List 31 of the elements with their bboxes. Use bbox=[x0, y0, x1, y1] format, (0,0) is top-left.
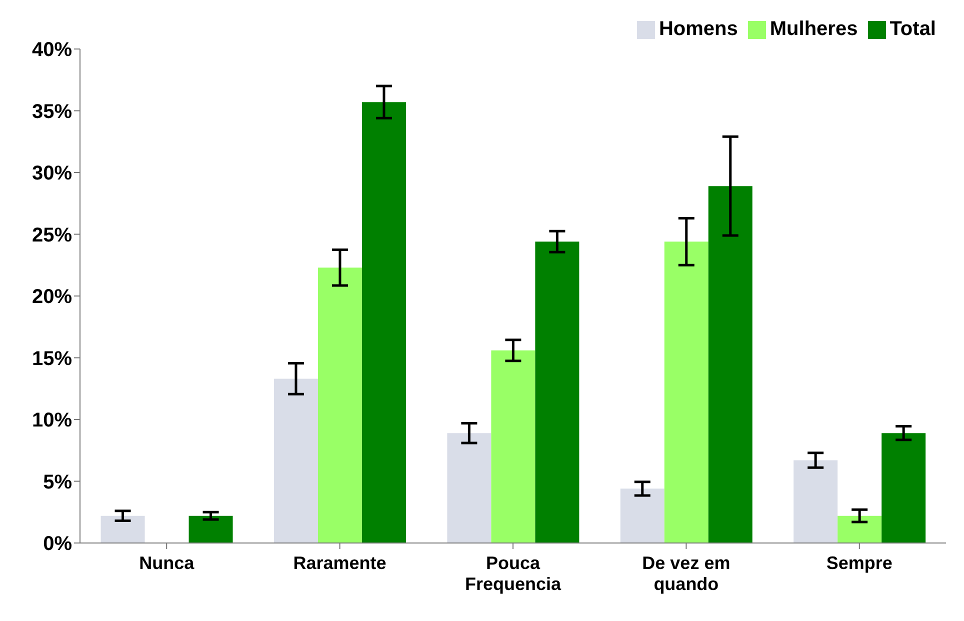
legend-label: Mulheres bbox=[770, 18, 858, 40]
y-tick-label: 10% bbox=[32, 410, 72, 432]
bar bbox=[882, 433, 926, 543]
y-tick-label: 35% bbox=[32, 100, 72, 123]
bar bbox=[620, 488, 664, 543]
bar bbox=[318, 268, 362, 543]
bar bbox=[100, 516, 145, 543]
bar bbox=[535, 242, 580, 543]
y-tick-label: 20% bbox=[32, 286, 72, 308]
y-tick-label: 15% bbox=[32, 348, 72, 370]
bar bbox=[491, 350, 536, 543]
x-tick-label: Sempre bbox=[826, 553, 892, 573]
legend-label: Total bbox=[890, 18, 936, 40]
y-tick-label: 5% bbox=[43, 471, 72, 494]
legend-label: Homens bbox=[658, 18, 738, 40]
y-tick-label: 0% bbox=[43, 533, 72, 556]
x-tick-label: Nunca bbox=[139, 553, 196, 573]
y-tick-label: 40% bbox=[32, 39, 72, 62]
x-tick-label: Pouca Frequencia bbox=[464, 553, 562, 594]
bar bbox=[447, 433, 492, 543]
bar bbox=[188, 516, 233, 543]
bar bbox=[362, 102, 406, 543]
bar bbox=[274, 378, 318, 543]
y-tick-label: 30% bbox=[32, 162, 72, 185]
y-tick-label: 25% bbox=[32, 224, 72, 246]
bar bbox=[794, 460, 838, 543]
bar bbox=[838, 516, 882, 543]
bar bbox=[708, 186, 752, 543]
x-tick-label: Raramente bbox=[293, 553, 386, 573]
x-tick-label: De vez em quando bbox=[642, 553, 730, 594]
bar bbox=[664, 242, 708, 543]
